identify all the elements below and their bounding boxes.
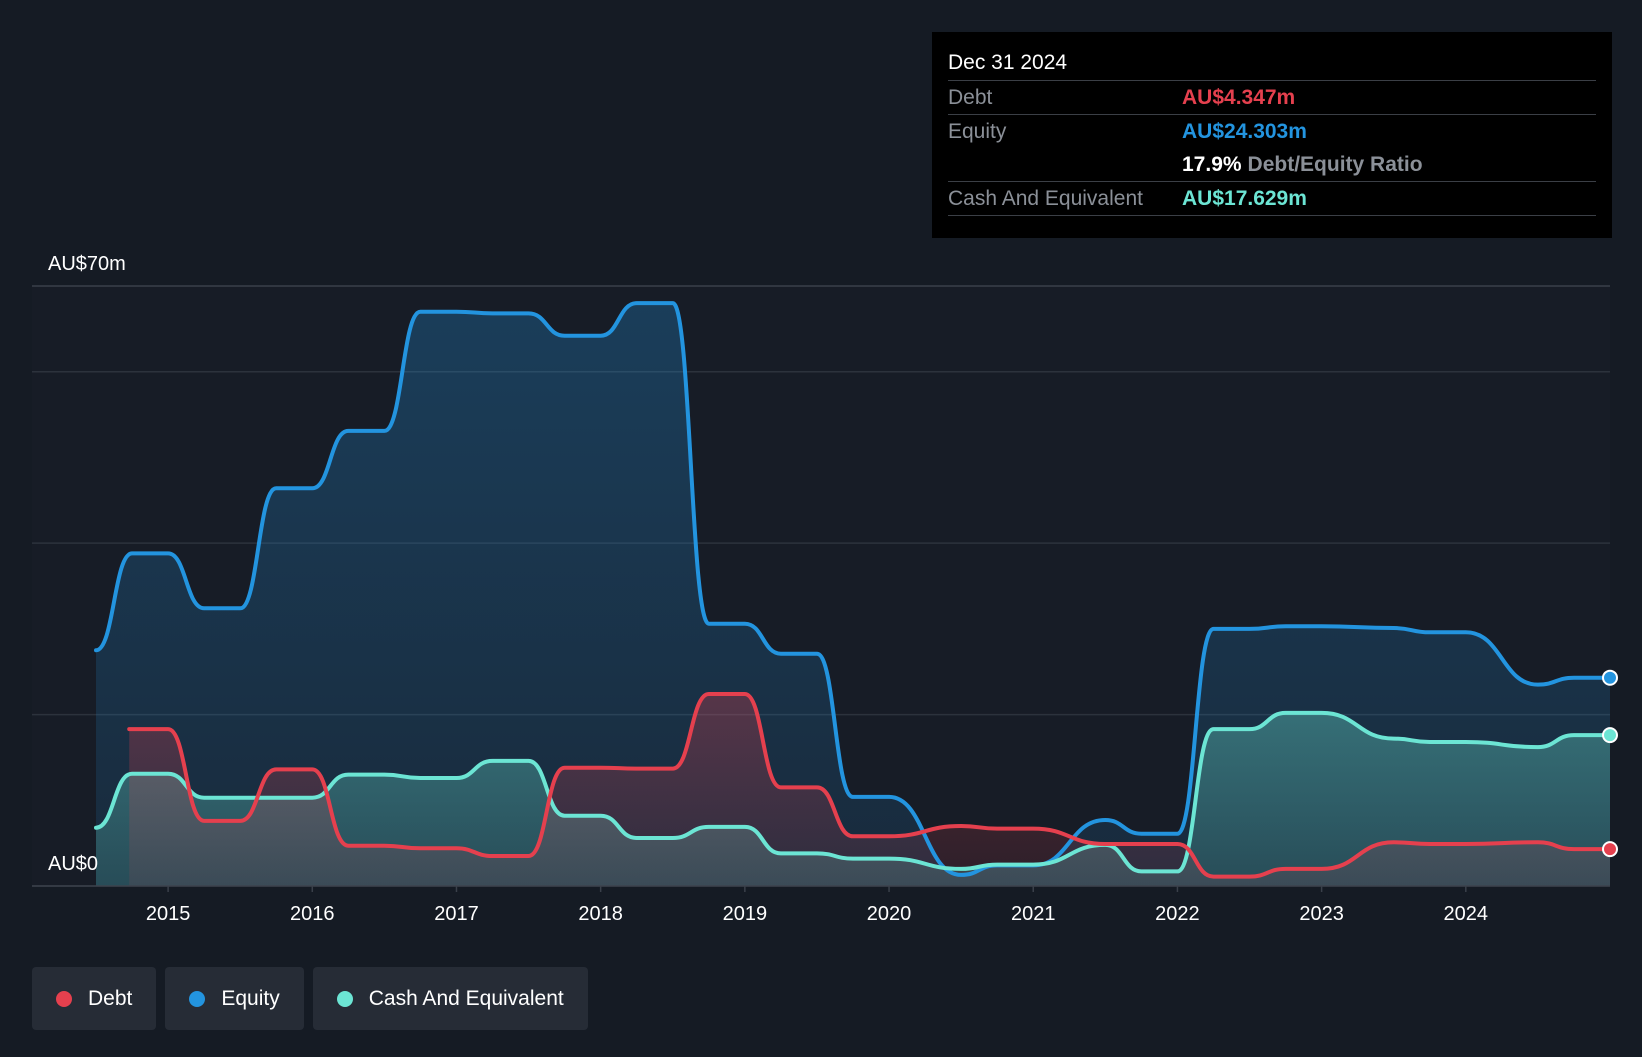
end-markers [1602,669,1618,858]
x-tick-label-2016: 2016 [290,903,335,925]
legend-label-debt: Debt [88,986,133,1010]
x-tick-label-2018: 2018 [578,903,623,925]
equity-dot-icon [189,990,206,1007]
x-tick-label-2017: 2017 [434,903,479,925]
legend-label-cash: Cash And Equivalent [368,986,564,1010]
tooltip-equity-label: Equity [948,120,1007,143]
cash-and-equivalent-end-marker[interactable] [1602,727,1618,744]
debt-end-marker[interactable] [1602,841,1618,858]
tooltip-row-ratio: 17.9% Debt/Equity Ratio [948,148,1596,182]
legend-label-equity: Equity [221,986,280,1010]
debt-line [127,692,1612,879]
data-tooltip: Dec 31 2024 Debt AU$4.347m Equity AU$24.… [932,32,1612,238]
tooltip-debt-value: AU$4.347m [1182,86,1296,109]
tooltip-debt-label: Debt [948,86,993,109]
tooltip-cash-label: Cash And Equivalent [948,187,1143,210]
tooltip-ratio-label: Debt/Equity Ratio [1247,153,1423,176]
tooltip-row-cash: Cash And Equivalent AU$17.629m [948,182,1596,216]
series-areas [96,303,1611,887]
x-tick-label-2021: 2021 [1011,903,1056,925]
tooltip-cash-value: AU$17.629m [1182,187,1307,210]
debt-area [129,694,1611,886]
x-tick-label-2019: 2019 [723,903,768,925]
tooltip-row-equity: Equity AU$24.303m [948,115,1596,148]
x-tick-label-2024: 2024 [1444,903,1489,925]
legend-item-equity[interactable]: Equity [165,967,304,1030]
series-lines [94,301,1612,879]
x-tick-label-2015: 2015 [146,903,191,925]
x-axis: 2015 2016 2017 2018 2019 2020 2021 2022 2023 2024 [32,885,1610,925]
equity-line [94,301,1612,877]
legend-item-debt[interactable]: Debt [32,967,157,1030]
debt-dot-icon [56,990,72,1007]
cash-dot-icon [336,990,353,1007]
equity-end-marker[interactable] [1602,669,1618,686]
tooltip-equity-value: AU$24.303m [1182,120,1307,143]
x-tick-label-2020: 2020 [867,903,912,925]
tooltip-ratio-spacer [948,148,1182,181]
tooltip-row-debt: Debt AU$4.347m [948,81,1596,115]
x-tick-label-2022: 2022 [1155,903,1200,925]
chart-legend: Debt Equity Cash And Equivalent [32,967,588,1030]
cash-and-equivalent-area [96,712,1610,886]
x-tick-label-2023: 2023 [1299,903,1344,925]
y-axis-top-label: AU$70m [48,253,126,275]
tooltip-date: Dec 31 2024 [948,46,1596,81]
y-axis-bottom-label: AU$0 [48,853,98,875]
legend-item-cash[interactable]: Cash And Equivalent [312,967,588,1030]
tooltip-ratio-value: 17.9% [1182,153,1242,176]
